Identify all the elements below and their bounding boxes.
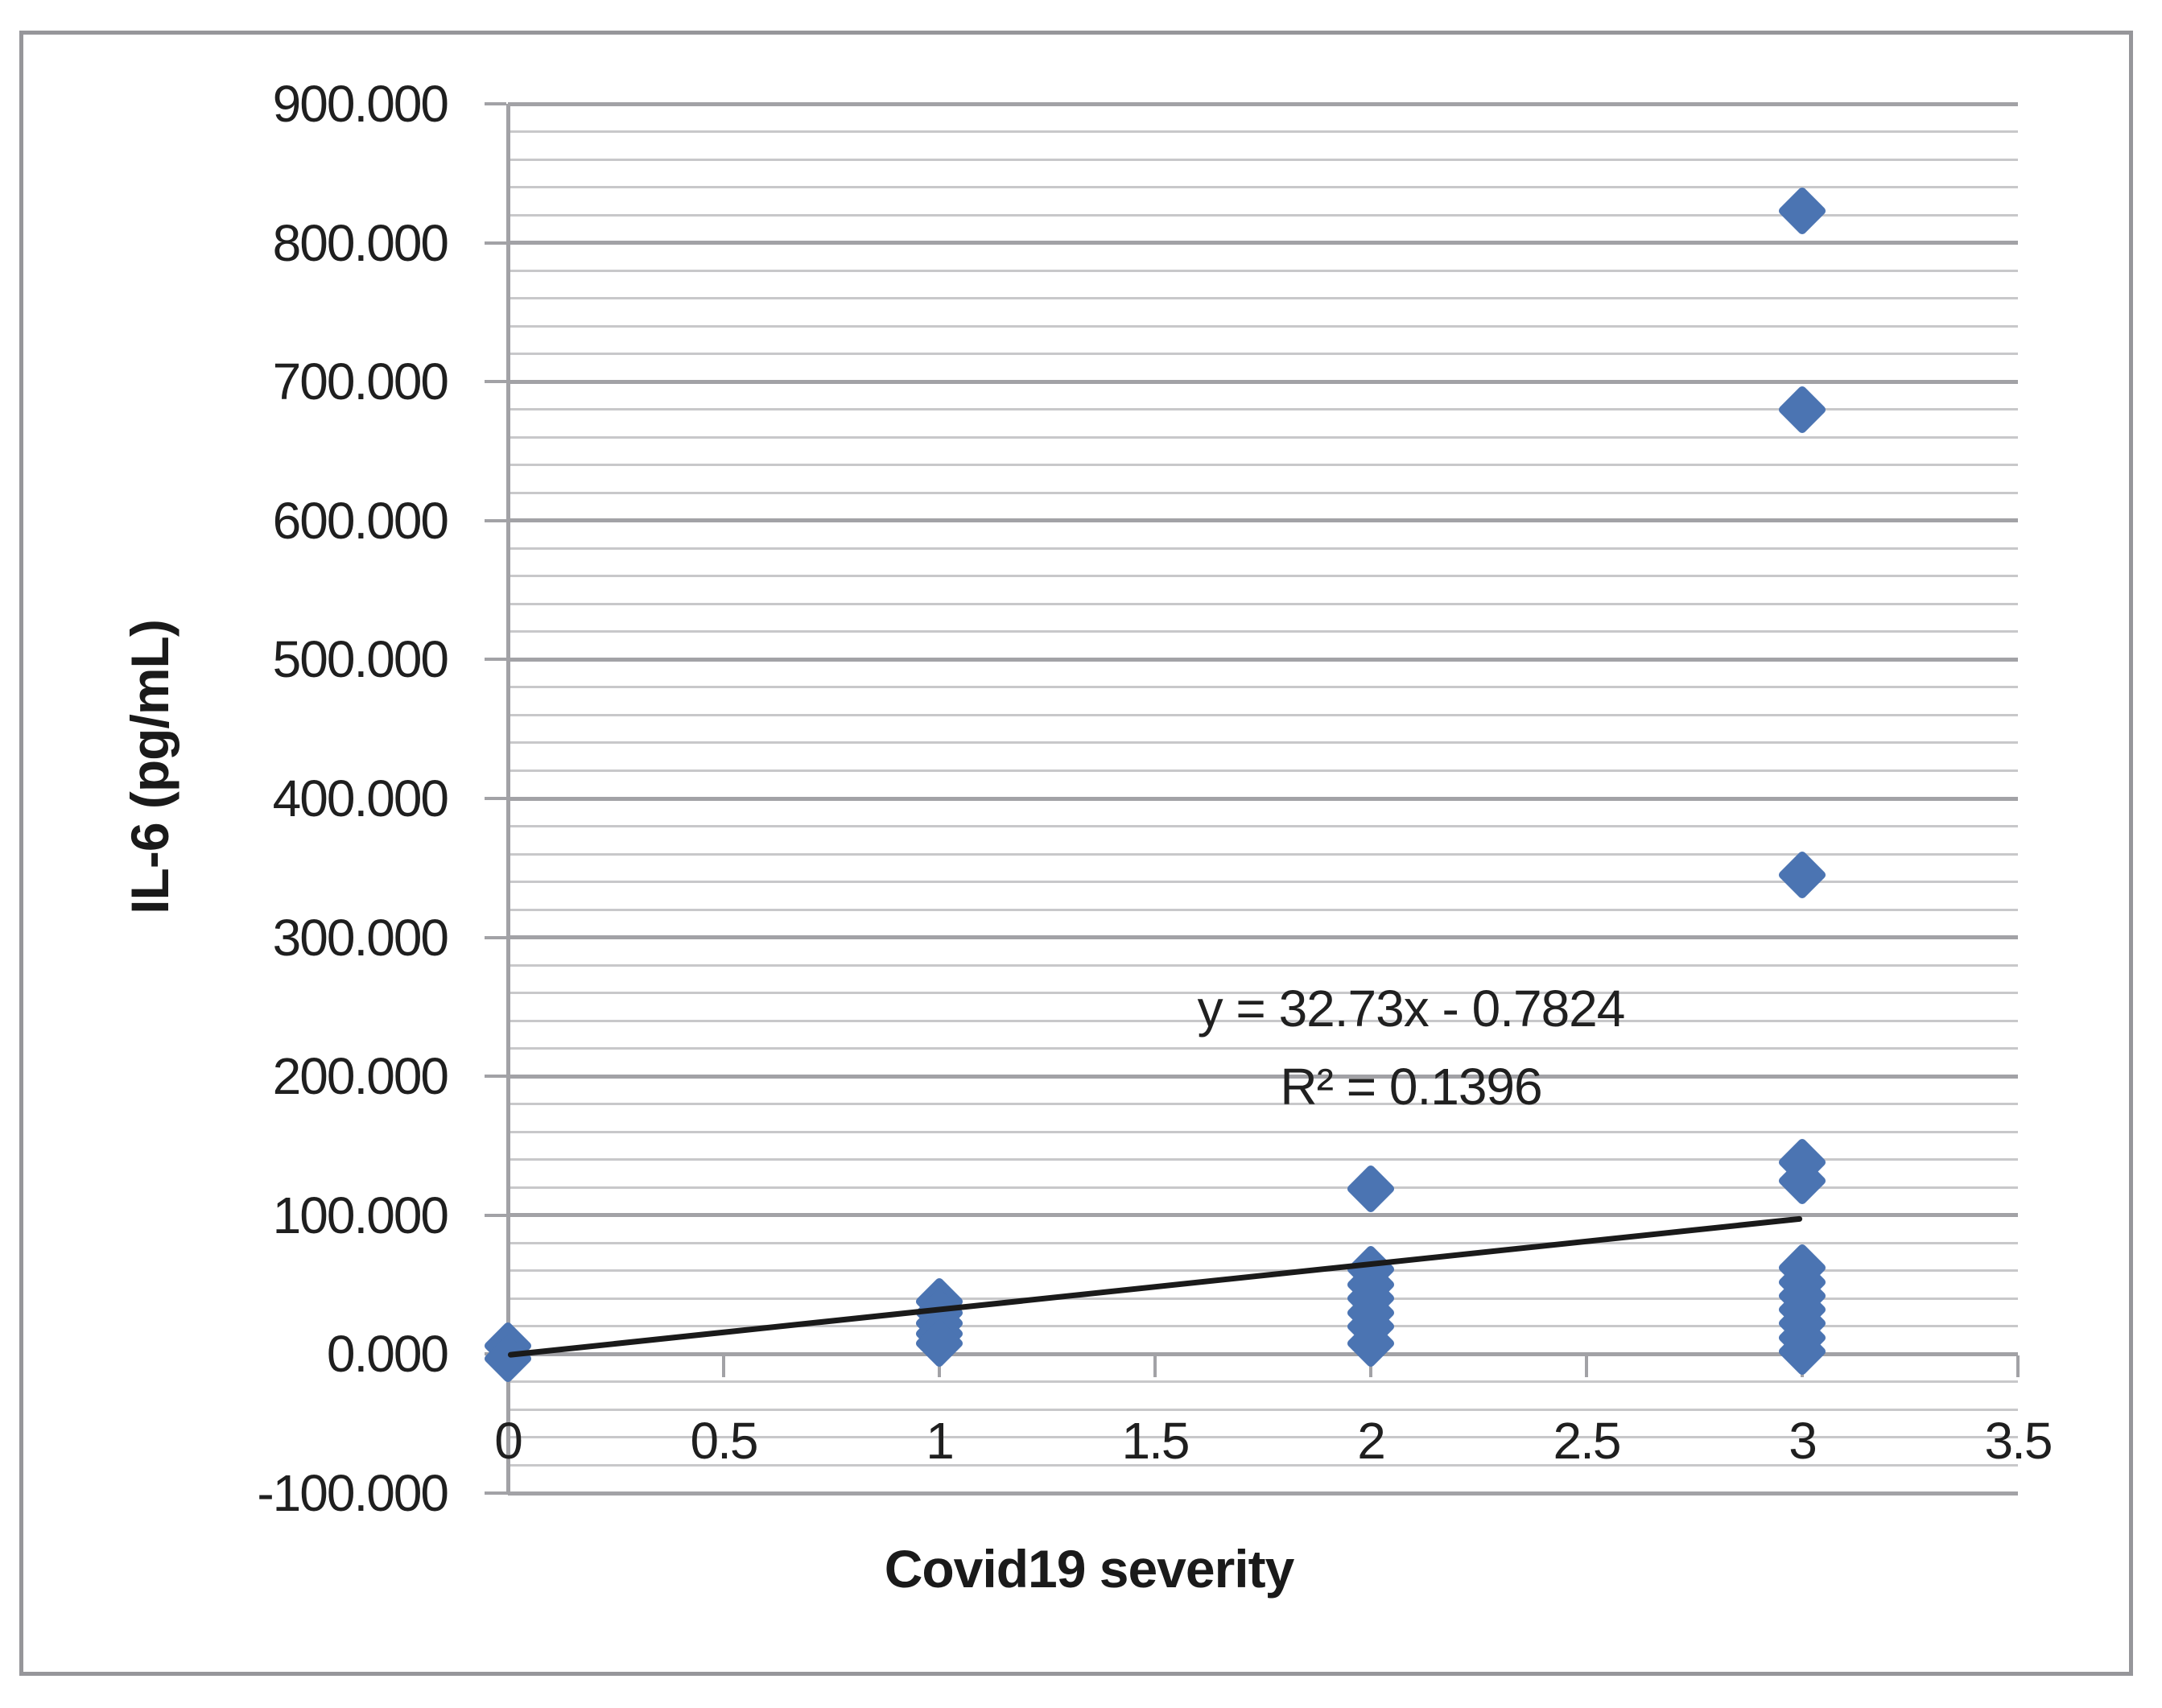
gridline-minor	[508, 1019, 2018, 1022]
gridline-minor	[508, 881, 2018, 884]
y-axis-tick	[485, 102, 506, 105]
y-axis-line	[506, 104, 510, 1495]
gridline-minor	[508, 575, 2018, 578]
gridline-minor	[508, 1380, 2018, 1384]
x-axis-tick-label: 3	[1789, 1412, 1817, 1471]
y-axis-tick	[485, 1075, 506, 1079]
y-axis-tick	[485, 1491, 506, 1495]
y-axis-tick-label: -100.000	[257, 1464, 449, 1522]
gridline-minor	[508, 963, 2018, 967]
x-axis-title: Covid19 severity	[884, 1539, 1295, 1599]
gridline-minor	[508, 1186, 2018, 1189]
gridline-minor	[508, 630, 2018, 633]
y-axis-tick-label: 400.000	[272, 769, 449, 827]
y-axis-tick-label: 800.000	[272, 213, 449, 272]
gridline-minor	[508, 1463, 2018, 1467]
gridline-minor	[508, 602, 2018, 605]
gridline-minor	[508, 353, 2018, 356]
gridline-major	[508, 101, 2018, 106]
gridline-minor	[508, 213, 2018, 217]
y-axis-tick	[485, 518, 506, 522]
gridline-minor	[508, 547, 2018, 550]
gridline-minor	[508, 1408, 2018, 1411]
x-axis-tick-label: 1.5	[1121, 1412, 1190, 1471]
y-axis-tick	[485, 658, 506, 662]
gridline-major	[508, 1491, 2018, 1496]
gridline-minor	[508, 435, 2018, 439]
gridline-minor	[508, 741, 2018, 745]
y-axis-title: IL-6 (pg/mL)	[120, 620, 179, 914]
y-axis-tick	[485, 241, 506, 245]
gridline-major	[508, 935, 2018, 940]
gridline-major	[508, 379, 2018, 384]
gridline-minor	[508, 1103, 2018, 1106]
y-axis-tick	[485, 380, 506, 384]
y-axis-tick-label: 100.000	[272, 1186, 449, 1244]
x-axis-tick-label: 0.5	[690, 1412, 759, 1471]
x-axis-tick	[722, 1355, 725, 1378]
gridline-minor	[508, 324, 2018, 328]
x-axis-tick-label: 1	[926, 1412, 955, 1471]
y-axis-tick	[485, 1213, 506, 1217]
gridline-minor	[508, 686, 2018, 689]
y-axis-tick-label: 500.000	[272, 630, 449, 689]
trendline-equation: y = 32.73x - 0.7824 R² = 0.1396	[1197, 970, 1626, 1126]
gridline-minor	[508, 130, 2018, 134]
gridline-minor	[508, 1241, 2018, 1244]
gridline-minor	[508, 297, 2018, 300]
gridline-minor	[508, 186, 2018, 189]
x-axis-tick-label: 2.5	[1553, 1412, 1622, 1471]
gridline-minor	[508, 269, 2018, 272]
trendline-r-squared: R² = 0.1396	[1280, 1058, 1542, 1116]
y-axis-tick-label: 700.000	[272, 353, 449, 411]
y-axis-tick	[485, 797, 506, 800]
gridline-minor	[508, 713, 2018, 716]
gridline-minor	[508, 1297, 2018, 1300]
x-axis-tick-label: 0	[494, 1412, 523, 1471]
gridline-minor	[508, 1130, 2018, 1133]
gridline-minor	[508, 1436, 2018, 1439]
gridline-minor	[508, 1158, 2018, 1161]
gridline-major	[508, 1213, 2018, 1218]
x-axis-tick	[1585, 1355, 1588, 1378]
gridline-major	[508, 518, 2018, 523]
x-axis-tick	[2016, 1355, 2020, 1378]
gridline-minor	[508, 852, 2018, 856]
gridline-minor	[508, 769, 2018, 772]
gridline-minor	[508, 158, 2018, 161]
gridline-minor	[508, 992, 2018, 995]
gridline-minor	[508, 1047, 2018, 1050]
y-axis-tick-label: 900.000	[272, 75, 449, 133]
y-axis-tick-label: 300.000	[272, 908, 449, 967]
gridline-minor	[508, 1325, 2018, 1328]
x-axis-tick	[1153, 1355, 1157, 1378]
gridline-major	[508, 1074, 2018, 1079]
gridline-minor	[508, 1269, 2018, 1273]
x-axis-tick-label: 3.5	[1984, 1412, 2053, 1471]
y-axis-tick	[485, 935, 506, 939]
y-axis-tick-label: 200.000	[272, 1047, 449, 1106]
gridline-minor	[508, 464, 2018, 467]
gridline-minor	[508, 408, 2018, 411]
trendline-equation-line: y = 32.73x - 0.7824	[1197, 980, 1626, 1038]
x-axis-line	[508, 1352, 2018, 1357]
gridline-major	[508, 796, 2018, 801]
x-axis-tick-label: 2	[1357, 1412, 1386, 1471]
gridline-major	[508, 657, 2018, 662]
y-axis-tick-label: 0.000	[326, 1325, 449, 1384]
y-axis-tick-label: 600.000	[272, 491, 449, 550]
gridline-minor	[508, 825, 2018, 828]
gridline-major	[508, 241, 2018, 245]
gridline-minor	[508, 491, 2018, 494]
gridline-minor	[508, 908, 2018, 911]
